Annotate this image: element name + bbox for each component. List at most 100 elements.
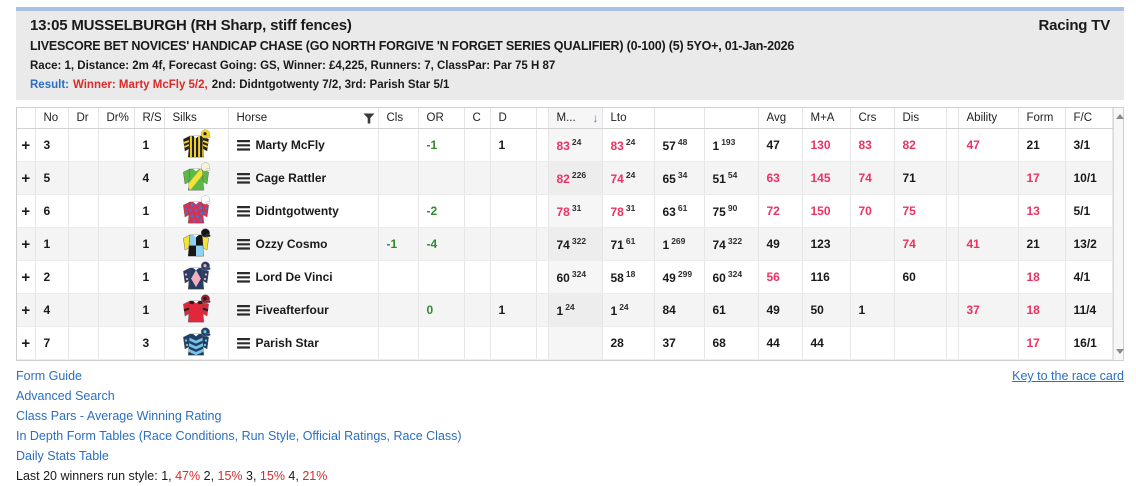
horse-name[interactable]: Ozzy Cosmo bbox=[255, 237, 328, 251]
horse-menu-icon[interactable] bbox=[236, 304, 250, 316]
sort-descending-icon[interactable]: ↓ bbox=[592, 111, 599, 125]
horse-name[interactable]: Parish Star bbox=[255, 336, 319, 350]
horse-name[interactable]: Marty McFly bbox=[255, 138, 325, 152]
cell-cls bbox=[378, 128, 419, 162]
horse-name-cell[interactable]: Fiveafterfour bbox=[228, 293, 379, 327]
horse-name[interactable]: Didntgotwenty bbox=[255, 204, 339, 218]
advanced-search-link[interactable]: Advanced Search bbox=[16, 389, 115, 403]
col-header-avg[interactable]: Avg bbox=[758, 108, 803, 129]
horse-name[interactable]: Lord De Vinci bbox=[255, 270, 333, 284]
col-header-lto[interactable]: Lto bbox=[602, 108, 655, 129]
cell-d bbox=[490, 260, 537, 294]
col-header-fc[interactable]: F/C bbox=[1065, 108, 1113, 129]
horse-name[interactable]: Cage Rattler bbox=[255, 171, 327, 185]
col-header-rs[interactable]: R/S bbox=[134, 108, 165, 129]
col-header-blank-g1[interactable] bbox=[536, 108, 549, 129]
horse-menu-icon[interactable] bbox=[236, 271, 250, 283]
cell-dr bbox=[68, 161, 99, 195]
cell-g1 bbox=[536, 293, 549, 327]
horse-menu-icon[interactable] bbox=[236, 172, 250, 184]
cell-g2 bbox=[946, 194, 959, 228]
cell-m: 1 24 bbox=[548, 293, 603, 327]
cell-avg: 47 bbox=[758, 128, 803, 162]
col-header-ability[interactable]: Ability bbox=[958, 108, 1019, 129]
cell-lto: 74 24 bbox=[602, 161, 655, 195]
col-header-m[interactable]: M... ↓ bbox=[548, 108, 603, 129]
cell-cls: -1 bbox=[378, 227, 419, 261]
expand-row-button[interactable]: + bbox=[17, 194, 36, 228]
col-header-horse[interactable]: Horse bbox=[228, 108, 379, 129]
form-guide-link[interactable]: Form Guide bbox=[16, 369, 82, 383]
key-to-race-card-link[interactable]: Key to the race card bbox=[1012, 369, 1124, 383]
cell-lto: 1 24 bbox=[602, 293, 655, 327]
col-header-blank-x1[interactable] bbox=[654, 108, 705, 129]
horse-name-cell[interactable]: Didntgotwenty bbox=[228, 194, 379, 228]
cell-or: -4 bbox=[418, 227, 465, 261]
result-label: Result: bbox=[30, 79, 69, 91]
cell-rs: 1 bbox=[134, 293, 165, 327]
col-header-c[interactable]: C bbox=[464, 108, 491, 129]
daily-stats-table-link[interactable]: Daily Stats Table bbox=[16, 449, 109, 463]
cell-fc: 11/4 bbox=[1065, 293, 1113, 327]
expand-row-button[interactable]: + bbox=[17, 161, 36, 195]
expand-row-button[interactable]: + bbox=[17, 227, 36, 261]
cell-g1 bbox=[536, 260, 549, 294]
col-header-crs[interactable]: Crs bbox=[850, 108, 895, 129]
col-header-cls[interactable]: Cls bbox=[378, 108, 419, 129]
col-header-blank-x2[interactable] bbox=[704, 108, 759, 129]
cell-or bbox=[418, 260, 465, 294]
horse-name-cell[interactable]: Parish Star bbox=[228, 326, 379, 360]
horse-name-cell[interactable]: Cage Rattler bbox=[228, 161, 379, 195]
horse-menu-icon[interactable] bbox=[236, 238, 250, 250]
class-pars-link[interactable]: Class Pars - Average Winning Rating bbox=[16, 409, 222, 423]
expand-row-button[interactable]: + bbox=[17, 260, 36, 294]
horse-menu-icon[interactable] bbox=[236, 139, 250, 151]
cell-crs bbox=[850, 227, 895, 261]
horse-row: +6 1 Didntgotwenty -2 78 31 78 31 63 61 75 90 72 150 7… bbox=[17, 194, 1113, 228]
filter-icon[interactable] bbox=[363, 113, 375, 124]
cell-x1: 63 61 bbox=[654, 194, 705, 228]
cell-no: 1 bbox=[35, 227, 69, 261]
expand-row-button[interactable]: + bbox=[17, 326, 36, 360]
horse-name-cell[interactable]: Lord De Vinci bbox=[228, 260, 379, 294]
col-header-dis[interactable]: Dis bbox=[894, 108, 947, 129]
cell-drp bbox=[98, 293, 135, 327]
scroll-up-icon[interactable] bbox=[1116, 114, 1124, 119]
col-header-blank-g2[interactable] bbox=[946, 108, 959, 129]
cell-cls bbox=[378, 161, 419, 195]
table-scrollbar[interactable] bbox=[1112, 108, 1124, 360]
runstyle-percentage: 47% bbox=[175, 469, 201, 483]
horse-name[interactable]: Fiveafterfour bbox=[255, 303, 329, 317]
scroll-down-icon[interactable] bbox=[1116, 349, 1124, 354]
cell-rs: 3 bbox=[134, 326, 165, 360]
col-header-blank-exp[interactable] bbox=[17, 108, 36, 129]
cell-cls bbox=[378, 194, 419, 228]
cell-dis: 75 bbox=[894, 194, 947, 228]
cell-m: 83 24 bbox=[548, 128, 603, 162]
cell-dis bbox=[894, 293, 947, 327]
expand-row-button[interactable]: + bbox=[17, 128, 36, 162]
cell-g1 bbox=[536, 161, 549, 195]
cell-form: 18 bbox=[1018, 260, 1066, 294]
in-depth-form-tables-link[interactable]: In Depth Form Tables (Race Conditions, R… bbox=[16, 429, 462, 443]
col-header-drp[interactable]: Dr% bbox=[98, 108, 135, 129]
col-header-d[interactable]: D bbox=[490, 108, 537, 129]
col-header-no[interactable]: No bbox=[35, 108, 69, 129]
runstyle-text: 2, bbox=[200, 469, 218, 483]
cell-crs: 83 bbox=[850, 128, 895, 162]
cell-avg: 72 bbox=[758, 194, 803, 228]
cell-drp bbox=[98, 260, 135, 294]
cell-crs bbox=[850, 260, 895, 294]
horse-name-cell[interactable]: Ozzy Cosmo bbox=[228, 227, 379, 261]
col-header-dr[interactable]: Dr bbox=[68, 108, 99, 129]
col-header-ma[interactable]: M+A bbox=[802, 108, 851, 129]
horse-menu-icon[interactable] bbox=[236, 337, 250, 349]
col-header-form[interactable]: Form bbox=[1018, 108, 1066, 129]
cell-dr bbox=[68, 128, 99, 162]
col-header-silks[interactable]: Silks bbox=[164, 108, 229, 129]
expand-row-button[interactable]: + bbox=[17, 293, 36, 327]
cell-g2 bbox=[946, 128, 959, 162]
col-header-or[interactable]: OR bbox=[418, 108, 465, 129]
horse-menu-icon[interactable] bbox=[236, 205, 250, 217]
horse-name-cell[interactable]: Marty McFly bbox=[228, 128, 379, 162]
